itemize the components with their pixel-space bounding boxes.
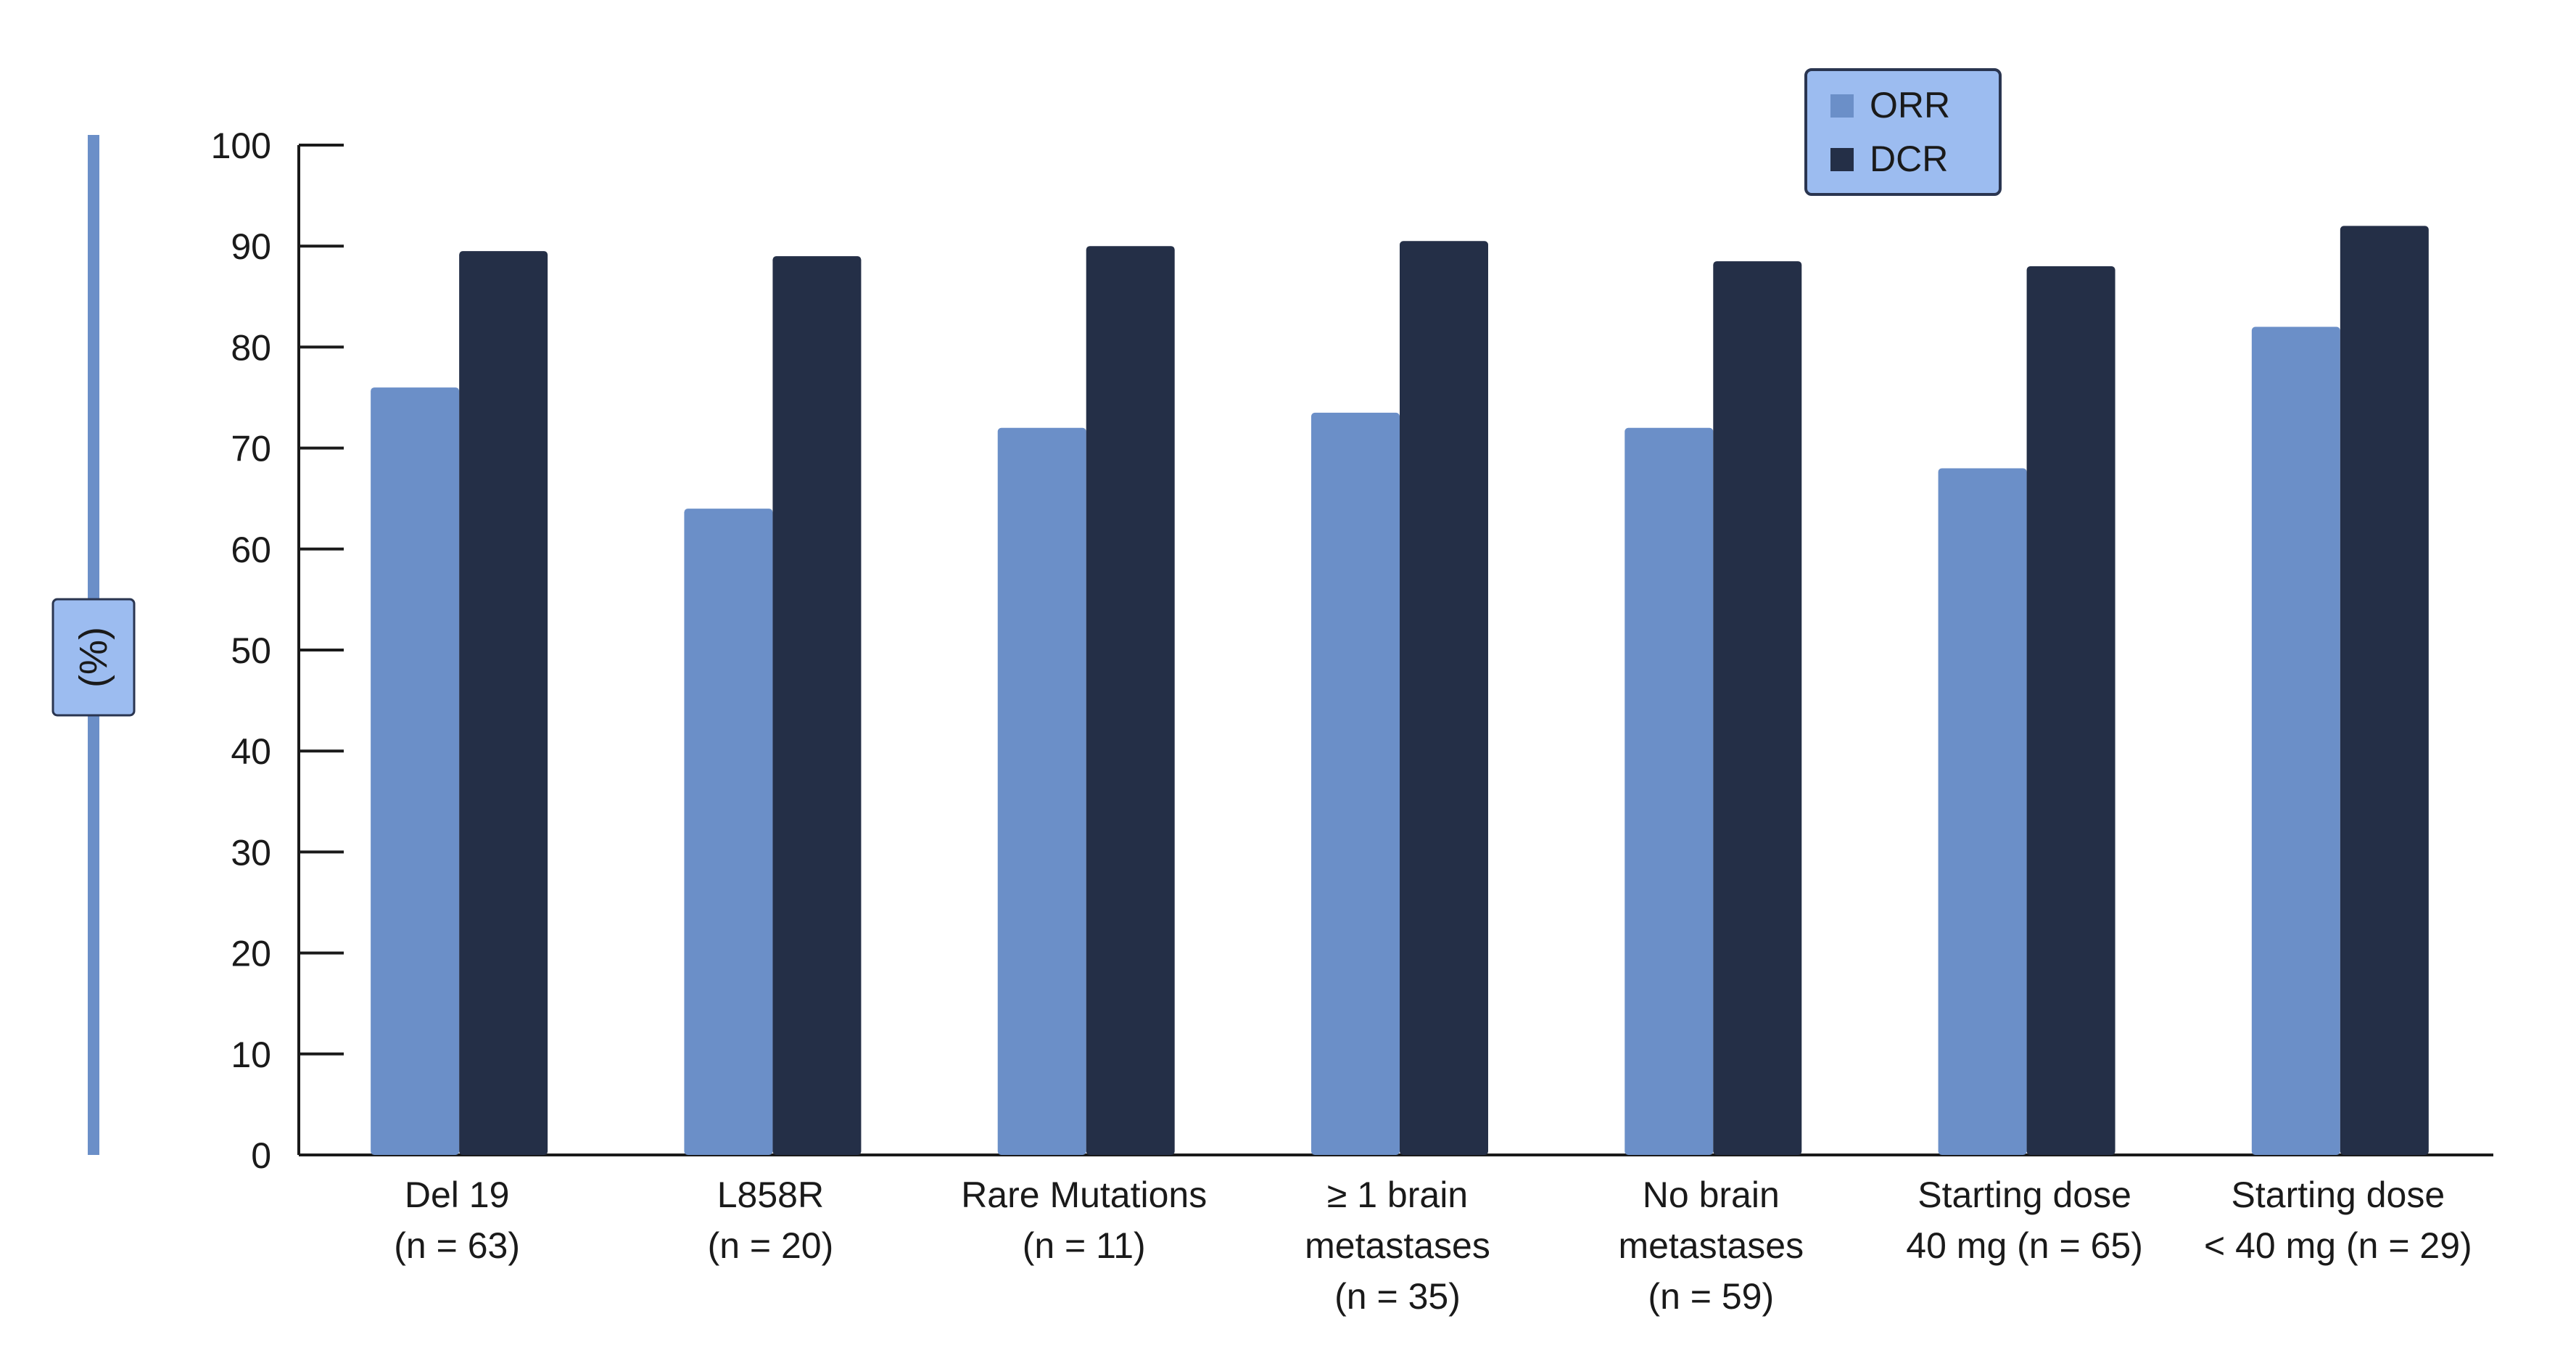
legend-swatch-orr bbox=[1830, 94, 1854, 118]
category-label-line: metastases bbox=[1305, 1225, 1490, 1266]
bar-orr bbox=[684, 509, 773, 1155]
bars bbox=[371, 226, 2429, 1156]
category-label: L858R (n = 20) bbox=[708, 1175, 834, 1266]
category-label: Starting dose < 40 mg (n = 29) bbox=[2204, 1175, 2472, 1266]
y-tick-label: 20 bbox=[231, 934, 271, 974]
category-label: ≥ 1 brain metastases (n = 35) bbox=[1305, 1175, 1490, 1317]
category-label: Del 19 (n = 63) bbox=[394, 1175, 520, 1266]
y-tick-label: 60 bbox=[231, 530, 271, 570]
y-tick-label: 30 bbox=[231, 832, 271, 873]
category-label-line: L858R bbox=[717, 1175, 824, 1215]
category-label-line: Starting dose bbox=[1917, 1175, 2131, 1215]
category-label-line: < 40 mg (n = 29) bbox=[2204, 1225, 2472, 1266]
category-label-line: (n = 63) bbox=[394, 1225, 520, 1266]
category-label-line: Starting dose bbox=[2232, 1175, 2445, 1215]
legend-label-dcr: DCR bbox=[1870, 139, 1948, 179]
y-tick-label: 90 bbox=[231, 226, 271, 267]
category-label-line: No brain bbox=[1643, 1175, 1780, 1215]
bar-dcr bbox=[2026, 266, 2115, 1155]
category-label: Rare Mutations (n = 11) bbox=[961, 1175, 1207, 1266]
bar-dcr bbox=[1086, 246, 1175, 1156]
y-tick-label: 70 bbox=[231, 429, 271, 469]
y-tick-label: 10 bbox=[231, 1035, 271, 1075]
legend-label-orr: ORR bbox=[1870, 85, 1950, 126]
category-label-line: (n = 20) bbox=[708, 1225, 834, 1266]
bar-dcr bbox=[2340, 226, 2429, 1155]
bar-orr bbox=[371, 387, 460, 1155]
category-label-line: 40 mg (n = 65) bbox=[1906, 1225, 2143, 1266]
y-tick-label: 100 bbox=[211, 126, 271, 166]
category-label-line: metastases bbox=[1618, 1225, 1804, 1266]
category-label: No brain metastases (n = 59) bbox=[1618, 1175, 1804, 1317]
legend-swatch-dcr bbox=[1830, 148, 1854, 171]
category-label-line: (n = 11) bbox=[1023, 1225, 1146, 1266]
category-label-line: (n = 59) bbox=[1648, 1276, 1774, 1317]
legend: ORR DCR bbox=[1804, 68, 2002, 196]
category-label-line: Rare Mutations bbox=[961, 1175, 1207, 1215]
category-label-line: (n = 35) bbox=[1334, 1276, 1461, 1317]
bar-orr bbox=[1938, 468, 2027, 1155]
category-label-line: Del 19 bbox=[405, 1175, 510, 1215]
bar-orr bbox=[1625, 427, 1714, 1155]
y-axis-label-box bbox=[51, 598, 136, 717]
bar-orr bbox=[1311, 412, 1400, 1155]
category-label: Starting dose 40 mg (n = 65) bbox=[1906, 1175, 2143, 1266]
bar-orr bbox=[2251, 326, 2340, 1155]
y-axis-label: (%) bbox=[72, 627, 115, 688]
category-labels: Del 19 (n = 63) L858R (n = 20) Rare Mutation… bbox=[394, 1175, 2472, 1317]
bar-dcr bbox=[459, 251, 548, 1155]
bar-dcr bbox=[1400, 241, 1488, 1155]
legend-box bbox=[1804, 68, 2002, 196]
bar-orr bbox=[997, 427, 1086, 1155]
y-tick-label: 80 bbox=[231, 327, 271, 368]
y-tick-label: 40 bbox=[231, 731, 271, 772]
bar-dcr bbox=[1713, 261, 1802, 1156]
bar-dcr bbox=[772, 256, 862, 1155]
y-tick-label: 50 bbox=[231, 630, 271, 671]
category-label-line: ≥ 1 brain bbox=[1327, 1175, 1468, 1215]
y-tick-label: 0 bbox=[251, 1135, 271, 1176]
y-axis-label-group: (%) bbox=[51, 135, 136, 1155]
